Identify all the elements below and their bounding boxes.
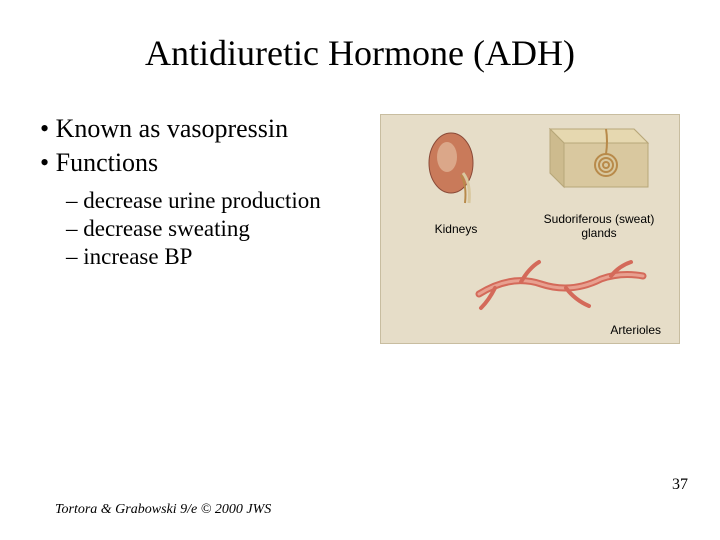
sub-bullet-item: increase BP	[66, 244, 380, 270]
sweat-gland-icon	[544, 123, 654, 203]
figure-label: Arterioles	[451, 323, 671, 337]
sub-bullet-text: decrease urine production	[83, 188, 321, 213]
figure-cell-sweat: Sudoriferous (sweat) glands	[529, 123, 669, 240]
bullet-item: Functions decrease urine production decr…	[40, 148, 380, 270]
bullet-list: Known as vasopressin Functions decrease …	[40, 114, 380, 270]
arteriole-icon	[471, 254, 651, 314]
page-number: 37	[672, 476, 688, 494]
footer-citation: Tortora & Grabowski 9/e © 2000 JWS	[55, 502, 271, 518]
bullet-text: Known as vasopressin	[56, 114, 289, 143]
sub-bullet-item: decrease urine production	[66, 188, 380, 214]
figure-cell-kidneys: Kidneys	[391, 123, 521, 236]
figure-label: Kidneys	[391, 222, 521, 236]
content-row: Known as vasopressin Functions decrease …	[40, 114, 680, 344]
sub-bullet-text: decrease sweating	[83, 216, 250, 241]
sub-bullet-item: decrease sweating	[66, 216, 380, 242]
figure-column: Kidneys Sudorif	[380, 114, 680, 344]
figure-cell-arterioles: Arterioles	[451, 254, 671, 337]
sub-bullet-list: decrease urine production decrease sweat…	[66, 188, 380, 270]
bullet-item: Known as vasopressin	[40, 114, 380, 144]
text-column: Known as vasopressin Functions decrease …	[40, 114, 380, 274]
sub-bullet-text: increase BP	[83, 244, 192, 269]
figure-label: Sudoriferous (sweat) glands	[529, 212, 669, 240]
slide: Antidiuretic Hormone (ADH) Known as vaso…	[0, 0, 720, 540]
slide-title: Antidiuretic Hormone (ADH)	[40, 32, 680, 74]
kidney-icon	[411, 123, 501, 213]
anatomy-figure: Kidneys Sudorif	[380, 114, 680, 344]
bullet-text: Functions	[56, 148, 159, 177]
